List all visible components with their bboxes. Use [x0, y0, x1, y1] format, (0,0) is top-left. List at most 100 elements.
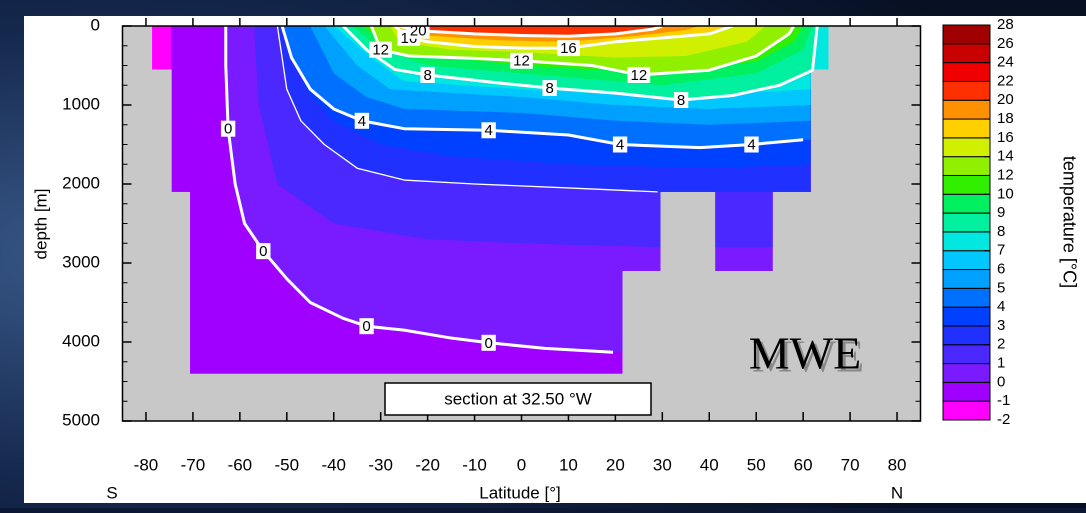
colorbar-label: 10	[997, 185, 1014, 202]
colorbar-label: 5	[997, 279, 1005, 296]
colorbar-label: 24	[997, 54, 1014, 71]
contour-label: 12	[627, 66, 651, 84]
colorbar-label: 2	[997, 336, 1005, 353]
contour-line	[342, 26, 819, 102]
contour-label: 12	[369, 42, 393, 59]
x-tick-label: 0	[517, 455, 526, 474]
colorbar-box	[942, 24, 991, 45]
colorbar-label: 8	[997, 223, 1005, 240]
colorbar-label: 14	[997, 148, 1014, 165]
colorbar-box	[942, 43, 991, 64]
contour-label-text: 4	[358, 113, 366, 130]
colorbar-label: 16	[997, 129, 1014, 146]
contour-label-text: 20	[410, 23, 427, 40]
contour-line	[280, 26, 804, 150]
contour-label-box	[256, 243, 271, 260]
colorbar-label: 0	[997, 373, 1005, 390]
x-tick-label: 20	[606, 455, 625, 474]
contour-line	[369, 26, 796, 77]
colorbar-label: 12	[997, 166, 1014, 183]
colorbar-box	[942, 231, 991, 252]
x-tick-label: 30	[653, 455, 672, 474]
x-tick-label: 80	[888, 455, 907, 474]
contour-label-text: 4	[616, 136, 624, 153]
contour-label-text: 4	[747, 136, 755, 153]
contour-line	[276, 26, 658, 193]
contour-label-text: 0	[259, 243, 267, 260]
colorbar-box	[942, 269, 991, 289]
contour-label-box	[627, 66, 651, 83]
colorbar-label: 22	[997, 72, 1014, 89]
colorbar-box	[942, 137, 991, 158]
contour-label-box	[420, 66, 435, 83]
x-tick-label: 60	[794, 455, 813, 474]
x-tick-label: -50	[275, 455, 300, 474]
colorbar-label: 28	[997, 16, 1014, 33]
x-tick-label: -30	[368, 455, 393, 474]
contour-label-box	[354, 112, 370, 129]
colorbar-label: 18	[997, 110, 1014, 127]
x-tick-label: -20	[415, 455, 440, 474]
contour-label-text: 12	[372, 42, 389, 59]
north-label: N	[891, 483, 903, 502]
colorbar-box	[942, 99, 991, 120]
contour-label-box	[481, 122, 496, 139]
contour-label-text: 0	[484, 335, 492, 352]
contour-label-text: 12	[631, 67, 648, 84]
contour-label-text: 16	[560, 40, 577, 57]
colorbar-box	[942, 325, 991, 346]
colorbar-box	[942, 118, 991, 139]
colorbar-box	[942, 156, 991, 176]
colorbar-box	[942, 287, 991, 308]
contour-label-box	[481, 334, 496, 351]
colorbar-box	[942, 363, 991, 383]
annotation-box	[384, 382, 652, 416]
x-axis-label: Latitude [°]	[479, 483, 560, 502]
colorbar-label: 1	[997, 355, 1005, 372]
contour-label-text: 12	[513, 53, 530, 70]
contour-label: 4	[354, 112, 370, 130]
contour-label: 0	[220, 120, 236, 138]
contour-label-box	[220, 120, 236, 137]
y-tick-label: 4000	[62, 331, 100, 350]
contour-line	[224, 26, 614, 354]
x-tick-label: -70	[181, 455, 206, 474]
contour-label-box	[359, 318, 374, 335]
contour-label: 0	[256, 243, 271, 260]
annotation: section at 32.50 °W	[444, 389, 592, 408]
x-tick-label: -10	[462, 455, 487, 474]
contour-label-box	[510, 52, 533, 69]
colorbar-label: -1	[997, 392, 1010, 409]
y-tick-label: 5000	[62, 410, 100, 429]
x-tick-label: -60	[228, 455, 253, 474]
x-tick-label: -80	[134, 455, 159, 474]
colorbar-box	[942, 62, 991, 82]
contour-label-text: 0	[224, 121, 232, 138]
contour-label: 4	[612, 136, 628, 153]
x-tick-label: 70	[841, 455, 860, 474]
y-axis-label: depth [m]	[31, 189, 50, 260]
colorbar-title: temperature [°C]	[1059, 156, 1079, 288]
colorbar-label: 20	[997, 91, 1014, 108]
contour-label: 8	[673, 92, 689, 109]
watermark-shadow: MWE	[752, 331, 864, 382]
x-tick-label: 40	[700, 455, 719, 474]
contour-label: 12	[510, 53, 533, 70]
contour-label: 8	[420, 66, 435, 84]
contour-label-box	[557, 40, 580, 57]
contour-label-text: 8	[545, 80, 553, 97]
y-tick-label: 2000	[62, 173, 100, 192]
contour-label: 0	[481, 334, 496, 352]
colorbar-label: 3	[997, 317, 1005, 334]
x-tick-label: 50	[747, 455, 766, 474]
contour-label-box	[612, 136, 628, 153]
colorbar-label: 7	[997, 242, 1005, 259]
colorbar-label: 6	[997, 260, 1005, 277]
contour-label-text: 0	[362, 318, 370, 335]
contours	[224, 26, 819, 354]
colorbar-box	[942, 174, 991, 195]
colorbar-box	[942, 306, 991, 327]
colorbar-box	[942, 250, 991, 271]
colorbar-label: 9	[997, 204, 1005, 221]
colorbar-box	[942, 80, 991, 101]
